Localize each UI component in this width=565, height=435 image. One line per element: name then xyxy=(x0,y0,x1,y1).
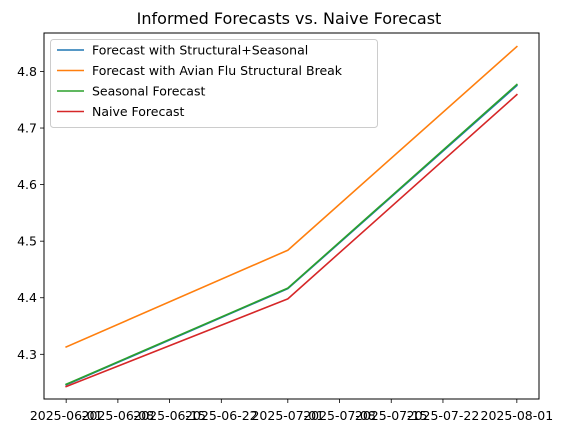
x-tick-label: 2025-07-22 xyxy=(407,408,480,423)
x-tick-label: 2025-08-01 xyxy=(481,408,554,423)
y-tick-label: 4.4 xyxy=(17,290,37,305)
legend-box xyxy=(50,39,378,128)
x-tick-label: 2025-06-22 xyxy=(185,408,258,423)
series-line-2 xyxy=(65,45,518,349)
series-line-3 xyxy=(65,83,518,386)
legend-label: Seasonal Forecast xyxy=(92,84,205,99)
series-line-1 xyxy=(65,84,518,386)
series-line-4 xyxy=(65,93,518,388)
y-tick-label: 4.6 xyxy=(17,177,37,192)
x-tick-label: 2025-07-01 xyxy=(251,408,324,423)
x-tick-label: 2025-06-08 xyxy=(82,408,155,423)
y-axis: 4.3 4.4 4.5 4.6 4.7 4.8 xyxy=(17,64,44,362)
series-layer xyxy=(65,45,518,388)
x-tick-label: 2025-07-15 xyxy=(355,408,428,423)
plot-frame xyxy=(43,32,540,400)
legend-label: Naive Forecast xyxy=(92,104,185,119)
legend: Forecast with Structural+Seasonal Forecas… xyxy=(50,39,378,128)
x-axis: 2025-06-012025-06-082025-06-152025-06-22… xyxy=(30,399,553,423)
legend-label: Forecast with Avian Flu Structural Break xyxy=(92,63,343,78)
y-tick-label: 4.5 xyxy=(17,234,37,249)
chart-title: Informed Forecasts vs. Naive Forecast xyxy=(137,9,442,28)
y-tick-label: 4.7 xyxy=(17,121,37,136)
x-tick-label: 2025-07-08 xyxy=(303,408,376,423)
x-tick-label: 2025-06-01 xyxy=(30,408,103,423)
x-tick-label: 2025-06-15 xyxy=(133,408,206,423)
y-tick-label: 4.8 xyxy=(17,64,37,79)
legend-label: Forecast with Structural+Seasonal xyxy=(92,43,308,58)
y-tick-label: 4.3 xyxy=(17,347,37,362)
